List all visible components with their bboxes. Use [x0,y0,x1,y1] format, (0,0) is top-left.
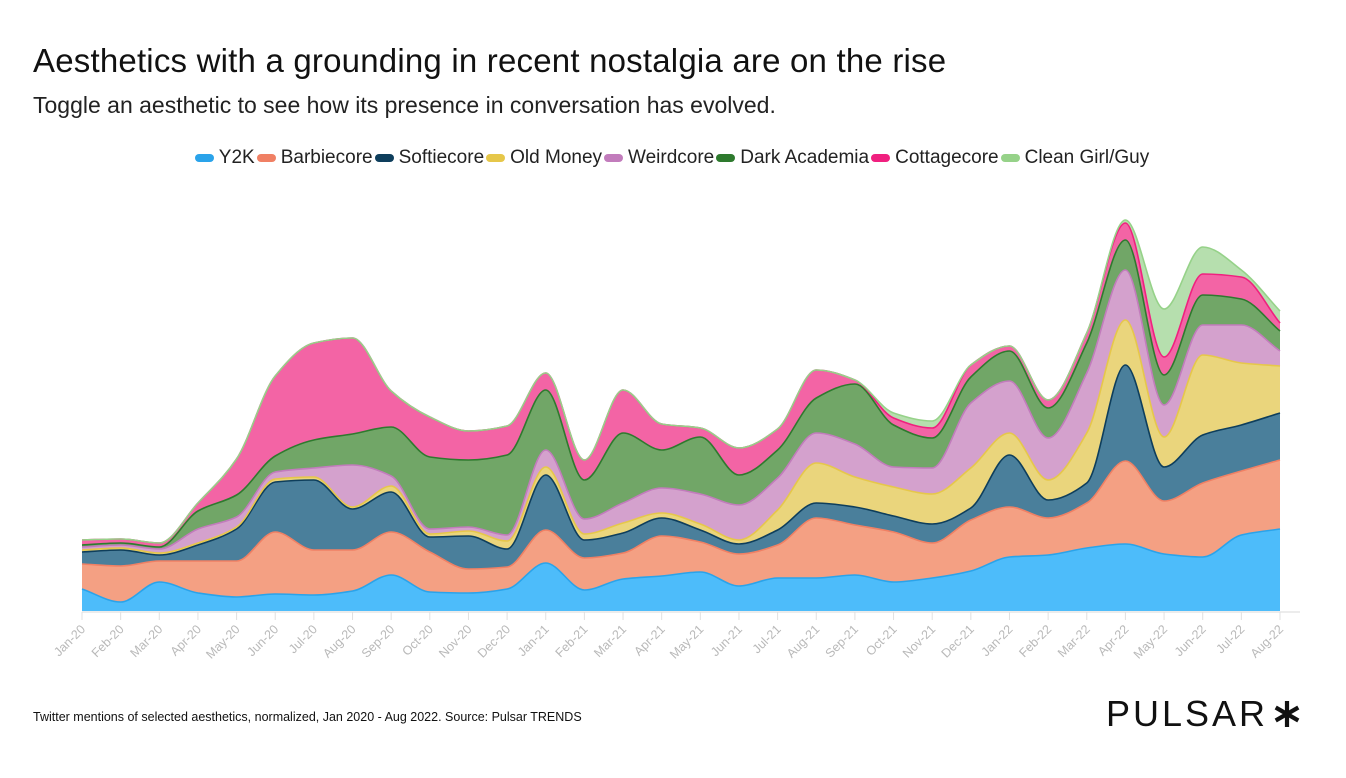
legend-swatch [871,154,891,162]
legend-label: Softiecore [398,147,485,168]
legend-item[interactable]: Old Money [486,147,602,169]
legend-swatch [374,154,394,162]
area-barbiecore[interactable] [82,460,1280,602]
series-line-barbiecore [81,459,1281,570]
x-tick-label: Jan-22 [979,622,1016,659]
x-tick-label: Jun-21 [708,622,745,659]
x-tick-label: Feb-22 [1016,622,1054,660]
x-tick-label: Jun-22 [1172,622,1209,659]
legend-swatch [256,154,276,162]
series-line-old-money [81,319,1281,554]
series-line-clean-girl-guy [81,219,1281,544]
legend-item[interactable]: Barbiecore [256,147,373,169]
x-tick-label: Jul-21 [750,622,784,656]
x-tick-label: Apr-21 [631,622,667,658]
area-weirdcore[interactable] [82,270,1280,553]
legend-item[interactable]: Weirdcore [604,147,714,169]
legend-label: Cottagecore [895,147,999,168]
x-tick-label: Apr-20 [168,622,204,658]
area-y2k[interactable] [82,529,1280,611]
x-tick-label: May-21 [667,622,706,661]
stacked-area-chart: Jan-20 Feb-20 Mar-20 Apr-20 May-20 Jun-20 Jul-… [51,219,1300,662]
series-line-y2k [81,528,1281,603]
area-cottagecore[interactable] [82,223,1280,547]
legend-label: Weirdcore [628,147,715,168]
legend-item[interactable]: Softiecore [374,147,485,169]
x-tick-label: Jul-20 [286,622,320,656]
area-dark-academia[interactable] [82,240,1280,549]
x-tick-label: Jan-21 [515,622,552,659]
pulsar-logo: PULSAR [1106,693,1302,735]
legend-label: Dark Academia [740,147,870,168]
series-line-dark-academia [81,239,1281,548]
legend-swatch [1000,154,1020,162]
legend-item[interactable]: Y2K [194,147,255,169]
x-tick-label: Mar-21 [591,622,629,660]
x-tick-label: Nov-21 [900,622,938,660]
legend-swatch [716,154,736,162]
legend-label: Barbiecore [280,147,373,168]
x-tick-label: Aug-22 [1248,622,1286,660]
x-tick-label: Sep-20 [359,622,397,660]
x-tick-label: Nov-20 [436,622,474,660]
legend-item[interactable]: Dark Academia [716,147,869,169]
x-tick-label: Aug-20 [320,622,358,660]
chart-legend: Y2K Barbiecore Softiecore Old Money Weirdcor… [0,147,1346,169]
page-title: Aesthetics with a grounding in recent no… [33,42,947,79]
x-tick-label: Jan-20 [51,622,88,659]
x-tick-label: Jul-22 [1214,622,1248,656]
asterisk-icon [1274,701,1300,727]
x-tick-label: Oct-20 [400,622,436,658]
x-tick-label: Mar-22 [1055,622,1093,660]
legend-swatch [486,154,506,162]
x-tick-label: Apr-22 [1095,622,1131,658]
series-line-softiecore [81,364,1281,556]
x-tick-label: Mar-20 [128,622,166,660]
legend-swatch [194,154,214,162]
logo-text: PULSAR [1106,693,1269,734]
legend-label: Y2K [218,147,255,168]
x-tick-label: Dec-21 [939,622,977,660]
x-tick-label: May-20 [203,622,242,661]
x-tick-label: Feb-21 [553,622,591,660]
legend-item[interactable]: Cottagecore [871,147,999,169]
series-line-weirdcore [81,269,1281,550]
x-tick-label: Oct-21 [863,622,899,658]
x-tick-label: Feb-20 [89,622,127,660]
x-tick-label: Aug-21 [784,622,822,660]
page-subtitle: Toggle an aesthetic to see how its prese… [33,92,776,118]
x-tick-label: Sep-21 [823,622,861,660]
legend-label: Clean Girl/Guy [1024,147,1150,168]
legend-swatch [604,154,624,162]
x-tick-label: Dec-20 [475,622,513,660]
area-softiecore[interactable] [82,365,1280,569]
x-tick-label: Jun-20 [244,622,281,659]
x-axis-ticks: Jan-20 Feb-20 Mar-20 Apr-20 May-20 Jun-20 Jul-… [51,612,1286,662]
area-layers [81,219,1281,611]
legend-item[interactable]: Clean Girl/Guy [1000,147,1150,169]
x-tick-label: May-22 [1131,622,1170,661]
source-note: Twitter mentions of selected aesthetics,… [33,710,582,724]
legend-label: Old Money [510,147,603,168]
